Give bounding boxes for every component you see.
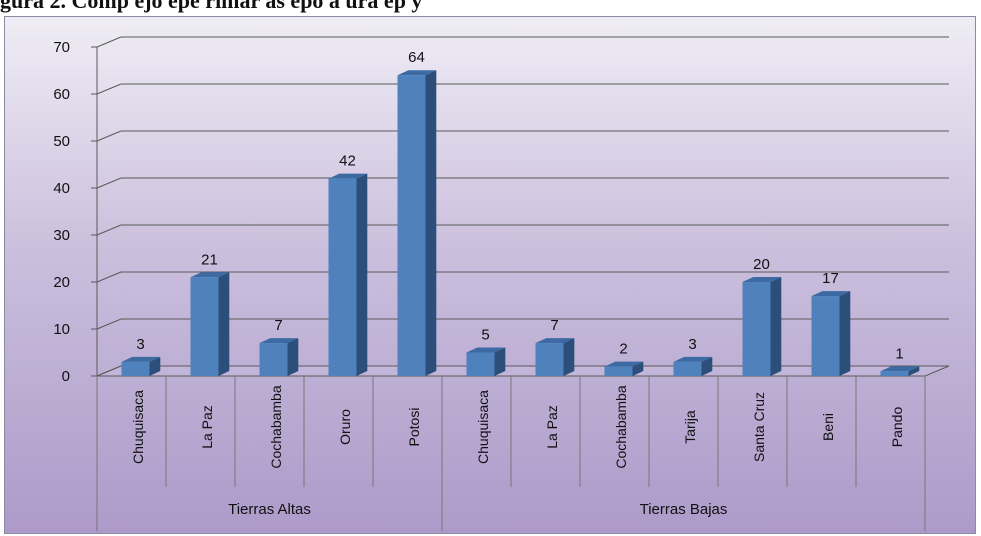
- bar-side: [632, 361, 644, 376]
- page-title: gura 2. Comp ejo epe rimar as epo a ura …: [0, 0, 423, 13]
- data-label: 3: [688, 336, 696, 353]
- bar-top: [259, 338, 299, 344]
- bar-side: [563, 338, 575, 376]
- category-label: Beni: [820, 413, 836, 441]
- bar-top: [328, 173, 368, 179]
- category-label: Tarija: [682, 410, 698, 444]
- bar-top: [397, 70, 437, 76]
- y-tick-label: 20: [53, 274, 70, 291]
- bar-top: [466, 347, 506, 353]
- bar-side: [908, 366, 920, 376]
- bar-top: [121, 356, 161, 362]
- bar: [604, 366, 633, 376]
- data-label: 21: [201, 251, 218, 268]
- bar-top: [535, 338, 575, 344]
- data-label: 7: [550, 317, 558, 334]
- data-label: 42: [339, 153, 356, 170]
- bar-side: [701, 356, 713, 376]
- data-label: 64: [408, 49, 425, 66]
- bar-side: [494, 347, 506, 376]
- bar: [328, 178, 357, 376]
- category-label: La Paz: [199, 405, 215, 449]
- data-label: 17: [822, 270, 839, 287]
- category-label: Cochabamba: [268, 385, 284, 468]
- grid-connector: [96, 130, 122, 142]
- y-tick-label: 10: [53, 321, 70, 338]
- grid-connector: [96, 83, 122, 95]
- data-label: 20: [753, 256, 770, 273]
- y-tick-label: 70: [53, 39, 70, 56]
- bar-side: [218, 272, 230, 376]
- bar-side: [356, 173, 368, 376]
- y-tick-label: 60: [53, 86, 70, 103]
- grid-connector: [96, 224, 122, 236]
- bar-side: [149, 356, 161, 376]
- grid-connector: [96, 271, 122, 283]
- bar-side: [425, 70, 437, 376]
- bar: [811, 296, 840, 376]
- y-tick-label: 0: [62, 368, 70, 385]
- y-tick-label: 40: [53, 180, 70, 197]
- bar-top: [880, 366, 920, 372]
- category-label: Cochabamba: [613, 385, 629, 468]
- category-label: Chuquisaca: [130, 390, 146, 464]
- group-label: Tierras Altas: [228, 501, 311, 518]
- bar: [742, 282, 771, 376]
- chart-area: 0 10 20 30 40 50 60 70 3 Chuquisaca 21 La Paz 7 Cocha…: [4, 16, 976, 534]
- bar-top: [190, 272, 230, 278]
- bar: [397, 75, 426, 376]
- category-label: Potosi: [406, 408, 422, 447]
- category-label: Santa Cruz: [751, 392, 767, 462]
- bar-top: [742, 277, 782, 282]
- category-label: Pando: [889, 407, 905, 448]
- grid-connector: [96, 318, 122, 330]
- data-label: 5: [481, 327, 489, 344]
- data-label: 2: [619, 341, 627, 358]
- grid-connector: [96, 177, 122, 189]
- bar-side: [839, 291, 851, 376]
- category-label: Chuquisaca: [475, 390, 491, 464]
- bar: [535, 343, 564, 376]
- bar-side: [770, 277, 782, 376]
- data-label: 3: [136, 336, 144, 353]
- bar: [880, 371, 909, 376]
- y-tick-label: 50: [53, 133, 70, 150]
- category-label: La Paz: [544, 405, 560, 449]
- bar-side: [287, 338, 299, 376]
- bar-top: [604, 361, 644, 367]
- y-tick-label: 30: [53, 227, 70, 244]
- group-label: Tierras Bajas: [640, 501, 728, 518]
- data-label: 7: [274, 317, 282, 334]
- bar-top: [811, 291, 851, 297]
- bar: [673, 361, 702, 376]
- bar: [121, 361, 150, 376]
- category-label: Oruro: [337, 409, 353, 445]
- data-label: 1: [895, 345, 903, 362]
- grid-connector: [96, 36, 122, 48]
- bar: [466, 352, 495, 376]
- bar: [259, 343, 288, 376]
- bar: [190, 277, 219, 376]
- bar-top: [673, 356, 713, 362]
